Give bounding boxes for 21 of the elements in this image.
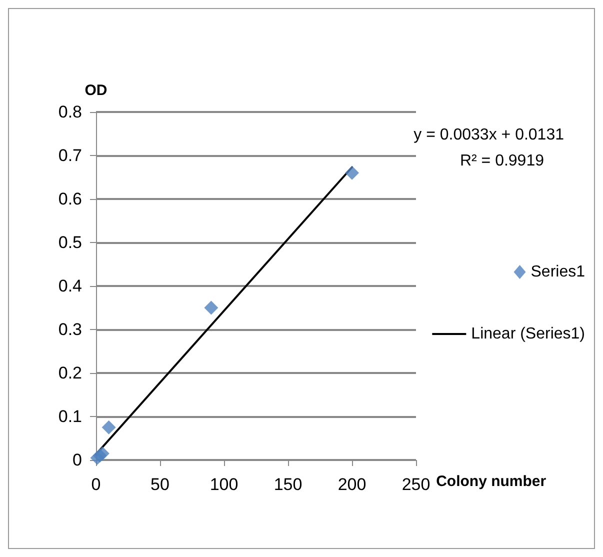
y-tick-label: 0 [72,450,82,470]
y-tick-label: 0.7 [58,146,82,165]
x-tick-label: 200 [338,475,366,494]
x-tick-label: 100 [210,475,238,494]
x-tick-label: 50 [150,475,170,494]
x-axis-title: Colony number [436,473,546,490]
y-axis-title: OD [84,82,108,99]
legend-label: Series1 [530,264,586,280]
annotation: y = 0.0033x + 0.0131 [414,126,564,144]
x-tick-label: 0 [91,475,101,494]
y-tick-label: 0.3 [58,320,82,339]
x-tick-label: 150 [274,475,302,494]
x-tick-label: 250 [402,475,430,494]
y-tick-label: 0.6 [58,190,82,208]
y-tick-label: 0.8 [58,102,82,122]
y-tick-label: 0.2 [58,364,82,382]
y-tick-label: 0.4 [58,276,82,296]
text: R² = 0.9919 [460,152,544,170]
y-tick-label: 0.5 [58,233,82,252]
y-tick-label: 0.1 [58,407,82,426]
legend-label: Linear (Series1) [471,326,585,342]
